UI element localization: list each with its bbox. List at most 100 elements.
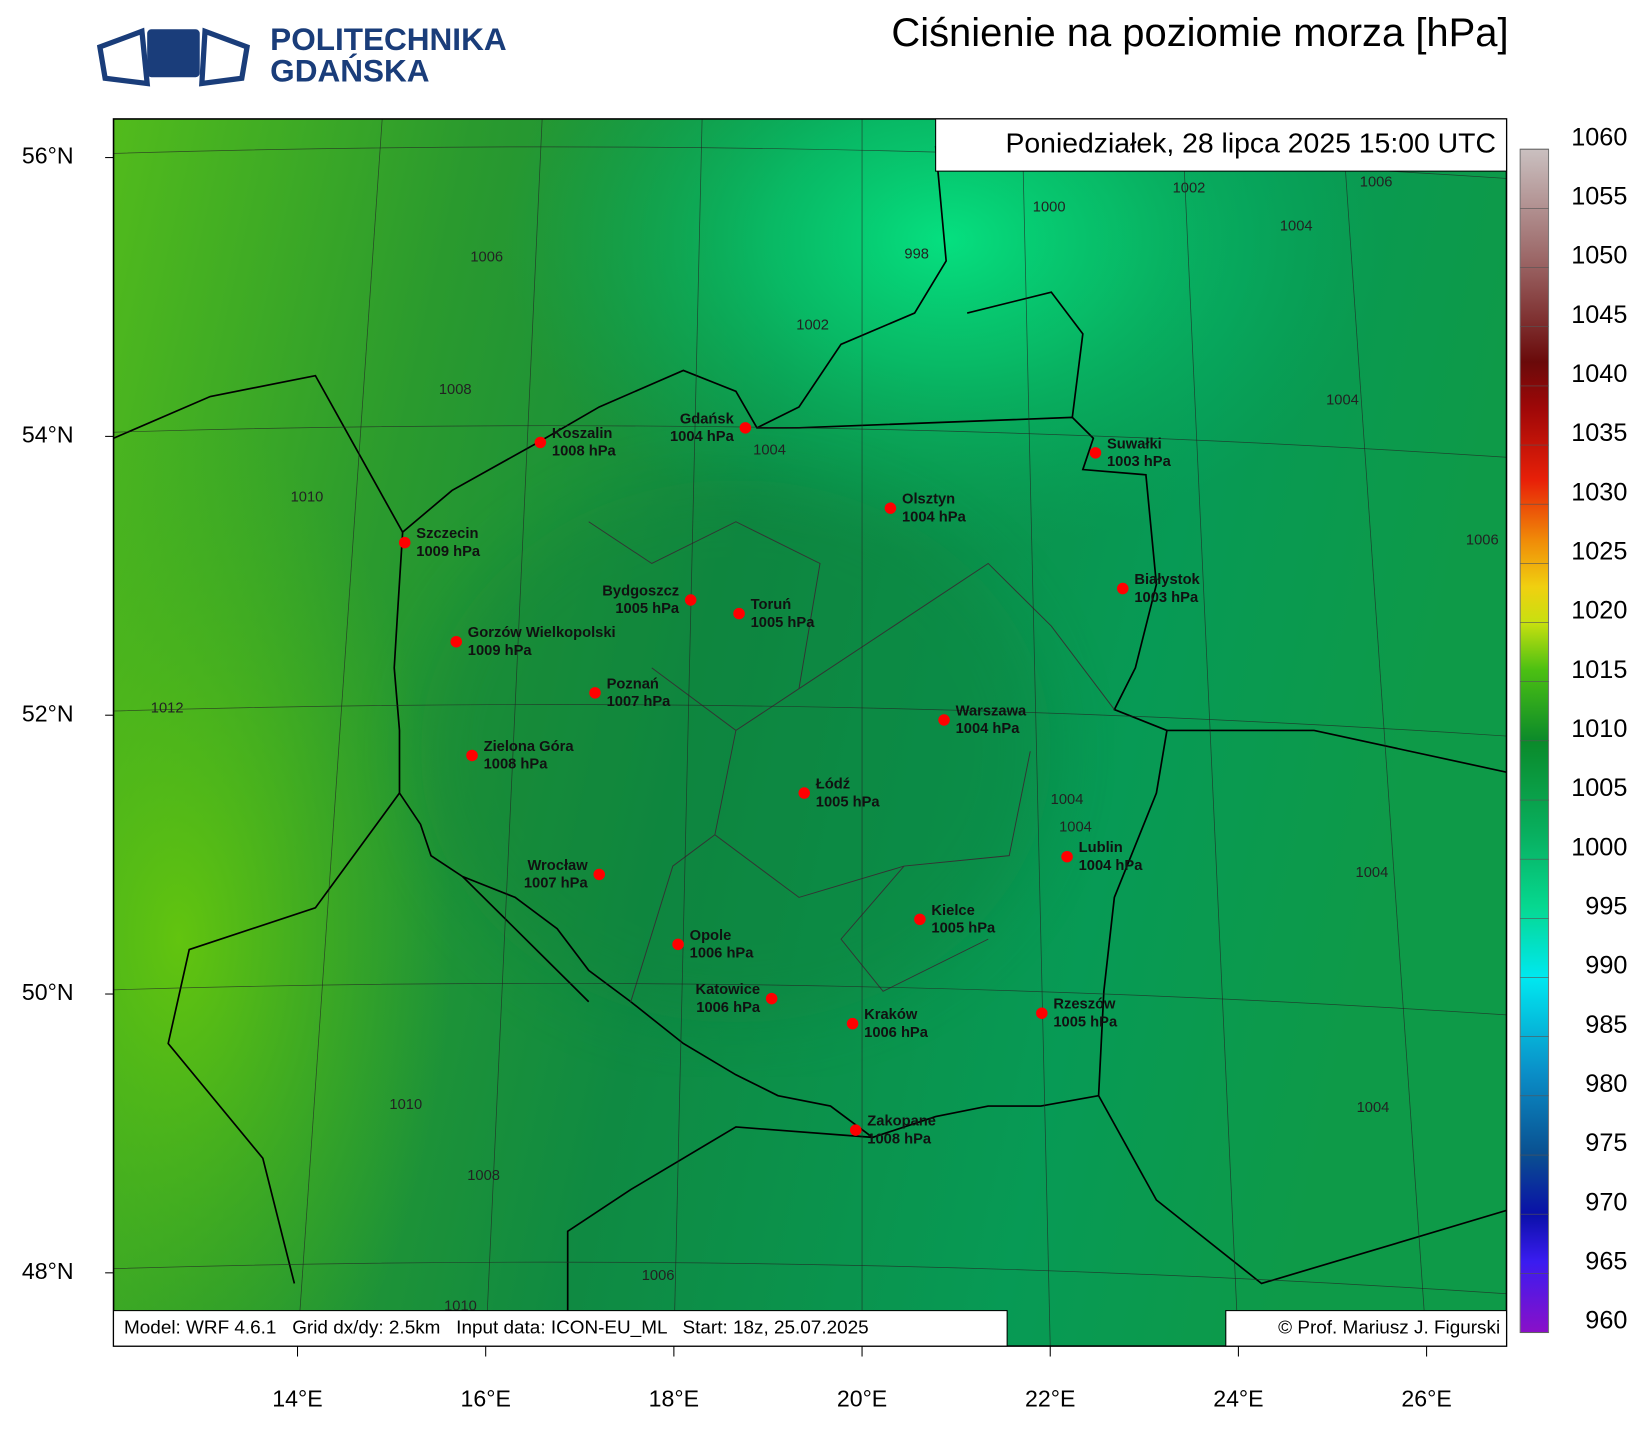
grid-line — [1341, 118, 1427, 1347]
city-name: Szczecin — [416, 526, 478, 542]
grid-line — [1021, 118, 1051, 1347]
city-pressure: 1004 hPa — [670, 429, 735, 445]
logo: POLITECHNIKA GDAŃSKA — [96, 22, 507, 88]
colorbar-label: 965 — [1585, 1248, 1627, 1276]
city-pressure: 1005 hPa — [1053, 1015, 1118, 1031]
pressure-field — [113, 417, 452, 1347]
lon-label: 22°E — [1025, 1385, 1075, 1411]
city-name: Lublin — [1079, 840, 1123, 856]
city-marker — [798, 787, 811, 799]
city-marker — [684, 594, 697, 606]
title: Ciśnienie na poziomie morza [hPa] — [891, 11, 1508, 55]
grid-line — [113, 425, 1507, 458]
colorbar-ticks: 960 965 970 975 980 985 990 995 1000 1005 1010 1015… — [1520, 123, 1627, 1335]
footer-box — [1225, 1310, 1508, 1347]
contour-label: 1002 — [1173, 181, 1206, 197]
city-marker — [1116, 582, 1129, 595]
lon-label: 24°E — [1213, 1385, 1263, 1411]
city-marker — [398, 536, 411, 549]
city-pressure: 1007 hPa — [607, 694, 672, 710]
city-pressure: 1005 hPa — [931, 921, 996, 937]
lon-label: 26°E — [1401, 1385, 1451, 1411]
city-marker — [938, 714, 950, 726]
colorbar-label: 995 — [1585, 893, 1627, 921]
colorbar-label: 1045 — [1571, 301, 1627, 329]
colorbar-label: 1020 — [1571, 597, 1627, 625]
city-name: Zielona Góra — [484, 739, 575, 755]
colorbar-label: 1035 — [1571, 419, 1627, 447]
city-pressure: 1006 hPa — [696, 1000, 761, 1016]
lon-label: 18°E — [649, 1385, 699, 1411]
city-name: Olsztyn — [902, 492, 955, 508]
contour-label: 1008 — [467, 1168, 500, 1184]
logo-emblem — [147, 29, 200, 78]
colorbar-label: 1025 — [1571, 538, 1627, 566]
lat-label: 54°N — [22, 422, 74, 448]
cities: Koszalin 1008 hPa Gdańsk 1004 hPa Suwałki 100… — [398, 411, 1201, 1147]
city-name: Koszalin — [552, 426, 613, 442]
city-pressure: 1008 hPa — [867, 1131, 932, 1147]
city-pressure: 1009 hPa — [468, 643, 533, 659]
timestamp: Poniedziałek, 28 lipca 2025 15:00 UTC — [1005, 127, 1496, 159]
city-name: Kielce — [931, 903, 974, 919]
city-pressure: 1005 hPa — [751, 615, 816, 631]
colorbar-label: 1040 — [1571, 360, 1627, 388]
pressure-field — [504, 118, 1388, 553]
colorbar-label: 1050 — [1571, 242, 1627, 270]
city-name: Białystok — [1134, 572, 1200, 588]
contour-label: 1006 — [1360, 175, 1393, 191]
city-name: Łódź — [816, 777, 850, 793]
contour-label: 1006 — [1466, 532, 1499, 548]
city-name: Gdańsk — [680, 411, 735, 427]
city-marker — [1036, 1007, 1048, 1019]
footer-model: Model: WRF 4.6.1 Grid dx/dy: 2.5km Input… — [124, 1316, 869, 1338]
city-marker — [884, 502, 897, 514]
grid-line — [297, 118, 383, 1347]
colorbar-label: 1055 — [1571, 183, 1627, 211]
city-name: Kraków — [864, 1007, 918, 1023]
city-marker — [1089, 447, 1102, 459]
contour-label: 1004 — [1059, 819, 1092, 835]
colorbar-label: 1005 — [1571, 774, 1627, 802]
city-pressure: 1004 hPa — [1079, 858, 1144, 874]
city-marker — [466, 749, 478, 762]
contour-label: 1004 — [1280, 218, 1313, 234]
colorbar-label: 985 — [1585, 1011, 1627, 1039]
grid-line — [113, 704, 1507, 737]
footer-copyright: © Prof. Mariusz J. Figurski — [1278, 1316, 1500, 1337]
city-pressure: 1004 hPa — [902, 509, 967, 525]
city-name: Opole — [690, 928, 732, 944]
map-area: 1006 998 1000 1002 1004 1006 1002 1008 1004 1004 1… — [113, 118, 1507, 1347]
city-pressure: 1003 hPa — [1134, 590, 1199, 606]
city-pressure: 1007 hPa — [524, 876, 589, 892]
grid-line — [113, 1261, 1507, 1295]
colorbar-label: 1030 — [1571, 478, 1627, 506]
grid-line — [485, 118, 543, 1347]
lon-label: 14°E — [272, 1385, 322, 1411]
contour-label: 1004 — [1356, 865, 1389, 881]
city-marker — [1061, 850, 1073, 863]
lat-label: 50°N — [22, 979, 74, 1005]
lat-label: 52°N — [22, 700, 74, 726]
contour-label: 1010 — [291, 490, 324, 506]
contour-label: 1000 — [1033, 200, 1066, 216]
contour-label: 1004 — [1051, 792, 1084, 808]
contour-labels: 1006 998 1000 1002 1004 1006 1002 1008 1004 1004 1… — [151, 175, 1499, 1315]
colorbar-label: 1000 — [1571, 833, 1627, 861]
grid-line — [673, 118, 703, 1347]
lat-label: 56°N — [22, 143, 74, 169]
country-borders — [113, 146, 1507, 1347]
colorbar-label: 970 — [1585, 1188, 1627, 1216]
city-pressure: 1008 hPa — [484, 757, 549, 773]
city-marker — [765, 992, 778, 1005]
city-name: Zakopane — [867, 1114, 936, 1130]
contour-label: 1012 — [151, 700, 184, 716]
colorbar-label: 1010 — [1571, 715, 1627, 743]
colorbar-label: 980 — [1585, 1070, 1627, 1098]
city-pressure: 1005 hPa — [615, 601, 680, 617]
axes: 56°N 54°N 52°N 50°N 48°N 14°E 16°E 18°E 20°E 22°E… — [22, 143, 1452, 1412]
contour-label: 1008 — [439, 382, 472, 398]
city-marker — [846, 1017, 859, 1030]
city-marker — [534, 436, 547, 449]
